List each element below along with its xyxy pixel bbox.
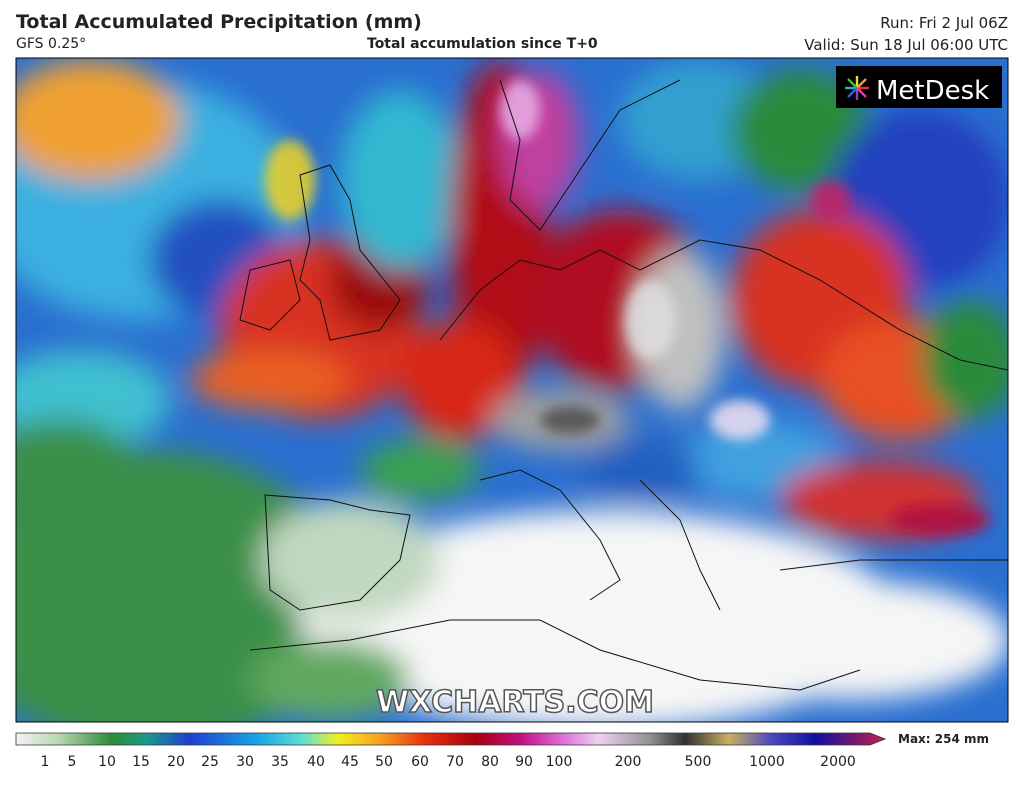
colorbar-tick-label: 40 (307, 754, 325, 770)
valid: Valid: Sun 18 Jul 06:00 UTC (804, 36, 1008, 54)
colorbar-tick-label: 60 (411, 754, 429, 770)
colorbar-tick-label: 1 (41, 754, 50, 770)
colorbar-tick-label: 15 (132, 754, 150, 770)
colorbar-tick-label: 1000 (749, 754, 785, 770)
colorbar-tick-label: 10 (98, 754, 116, 770)
colorbar-tick-label: 200 (615, 754, 642, 770)
colorbar-tick-label: 70 (446, 754, 464, 770)
colorbar-tick-label: 20 (167, 754, 185, 770)
title: Total Accumulated Precipitation (mm) (16, 11, 422, 33)
colorbar-tick-label: 500 (685, 754, 712, 770)
logo-text: MetDesk (876, 76, 989, 106)
colorbar-tick-label: 45 (341, 754, 359, 770)
max-label: Max: 254 mm (898, 732, 989, 746)
colorbar-tick-label: 50 (375, 754, 393, 770)
colorbar-tick-label: 5 (68, 754, 77, 770)
colorbar (15, 732, 887, 746)
colorbar-tick-label: 100 (546, 754, 573, 770)
logo-icon (845, 76, 869, 100)
model: GFS 0.25° (16, 36, 87, 52)
colorbar-tick-label: 2000 (820, 754, 856, 770)
subtitle: Total accumulation since T+0 (367, 36, 598, 52)
watermark: WXCHARTS.COM (376, 685, 654, 720)
colorbar-tick-label: 30 (236, 754, 254, 770)
precip-field (16, 58, 1008, 722)
colorbar-tick-label: 35 (271, 754, 289, 770)
colorbar-tick-label: 25 (201, 754, 219, 770)
run: Run: Fri 2 Jul 06Z (880, 14, 1008, 32)
colorbar-tick-label: 80 (481, 754, 499, 770)
colorbar-tick-label: 90 (515, 754, 533, 770)
